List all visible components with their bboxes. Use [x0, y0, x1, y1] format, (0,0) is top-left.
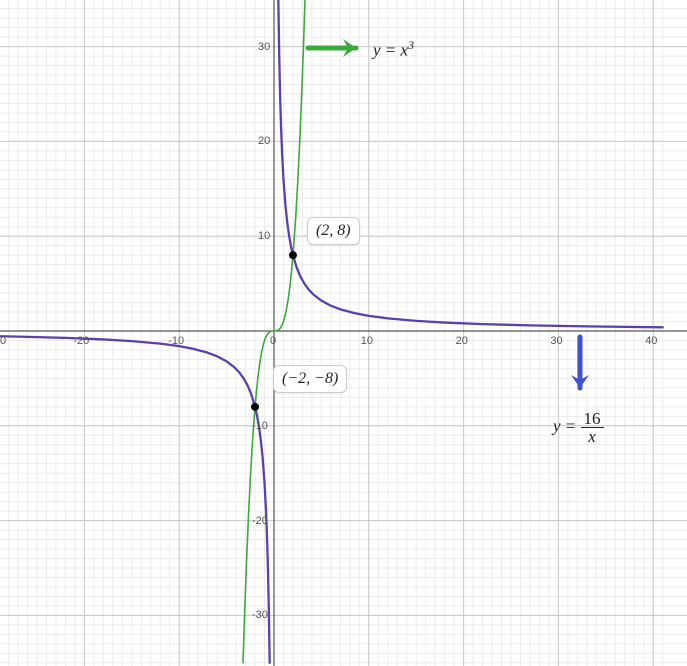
axis-tick-label: 0	[0, 335, 6, 347]
axis-tick-label: -20	[73, 335, 89, 347]
axis-tick-label: 10	[361, 335, 373, 347]
chart-canvas	[0, 0, 687, 666]
axis-tick-label: 30	[550, 335, 562, 347]
equation-hyperbola-y: y =	[553, 416, 576, 435]
axis-tick-label: -10	[168, 335, 184, 347]
point-label-0: (2, 8)	[307, 217, 360, 245]
axis-tick-label: 0	[270, 335, 276, 347]
fraction-den: x	[581, 428, 604, 445]
axis-tick-label: -10	[252, 420, 268, 432]
axis-tick-label: 40	[645, 335, 657, 347]
equation-cubic: y = x3	[373, 38, 414, 61]
fraction-num: 16	[581, 410, 604, 428]
fraction: 16 x	[581, 410, 604, 445]
equation-hyperbola: y = 16 x	[553, 410, 604, 445]
axis-tick-label: -30	[252, 609, 268, 621]
point-label-1: (−2, −8)	[273, 365, 347, 393]
axis-tick-label: 20	[258, 135, 270, 147]
axis-tick-label: -20	[252, 515, 268, 527]
axis-tick-label: 30	[258, 41, 270, 53]
axis-tick-label: 10	[258, 230, 270, 242]
axis-tick-label: 20	[456, 335, 468, 347]
